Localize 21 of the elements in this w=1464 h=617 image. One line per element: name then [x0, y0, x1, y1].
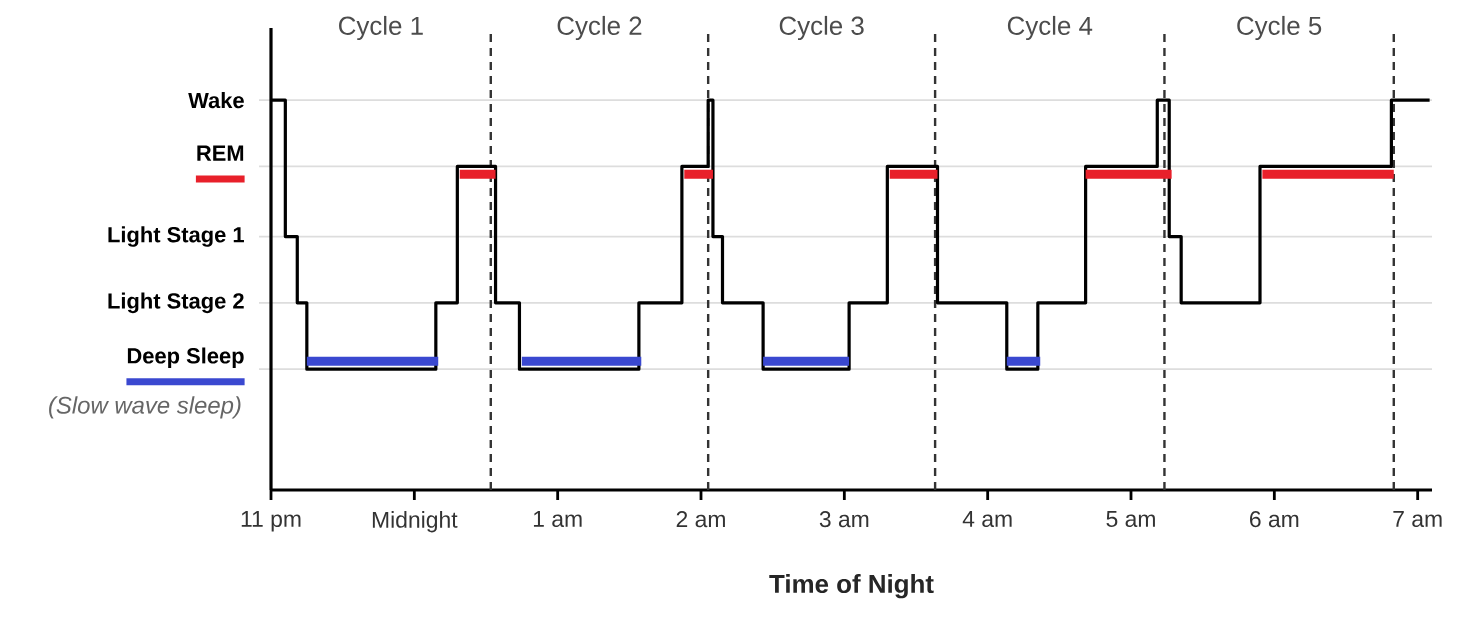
- x-tick-label: 7 am: [1393, 511, 1442, 528]
- x-tick-label: Midnight: [372, 511, 458, 533]
- x-axis-title: Time of Night: [769, 574, 934, 599]
- text: Cycle 5: [1237, 15, 1322, 41]
- ref-line-label: REM: [197, 145, 244, 161]
- x-tick-label: 11 pm: [241, 511, 301, 532]
- ref-line-label: Wake: [188, 92, 244, 109]
- x-tick-label: 6 am: [1250, 511, 1299, 528]
- text: Cycle 4: [1007, 15, 1093, 41]
- ref-line-label: Deep Sleep: [127, 347, 244, 368]
- text: (Slow wave sleep): [49, 396, 241, 419]
- x-tick-label: 3 am: [819, 511, 869, 528]
- text: Cycle 1: [339, 15, 423, 41]
- ref-line-label: Light Stage 1: [108, 226, 244, 247]
- ref-line-label: Light Stage 2: [108, 292, 244, 314]
- x-tick-label: 4 am: [962, 511, 1012, 528]
- text: Cycle 2: [557, 15, 642, 41]
- text: Cycle 3: [779, 15, 864, 41]
- x-tick-label: 2 am: [676, 511, 725, 528]
- x-tick-label: 1 am: [533, 511, 582, 528]
- x-tick-label: 5 am: [1106, 511, 1155, 528]
